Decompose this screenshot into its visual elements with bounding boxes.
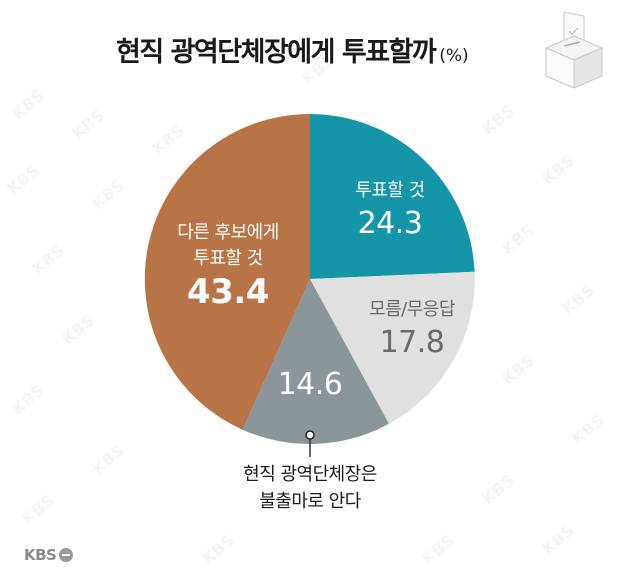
callout-incumbent: 현직 광역단체장은 불출마로 안다 [218, 461, 402, 515]
label-other-candidate: 다른 후보에게 투표할 것 43.4 [160, 220, 296, 312]
chart-title: 현직 광역단체장에게 투표할까 (%) [116, 30, 469, 69]
label-other-name-line1: 다른 후보에게 [177, 222, 279, 243]
slice-vote [310, 114, 475, 279]
slice-dont-know [310, 271, 475, 424]
label-incumbent-value: 14.6 [277, 367, 343, 402]
label-dk-name: 모름/무응답 [369, 299, 455, 320]
label-other-name-line2: 투표할 것 [193, 248, 263, 269]
callout-line2: 불출마로 안다 [259, 491, 361, 512]
label-vote: 투표할 것 24.3 [330, 178, 450, 244]
slice-other-candidate [144, 113, 310, 430]
title-unit: (%) [439, 46, 469, 66]
label-other-value: 43.4 [187, 272, 269, 312]
kbs-logo: KBS [24, 546, 74, 564]
label-incumbent: 14.6 [270, 365, 350, 405]
title-text: 현직 광역단체장에게 투표할까 [116, 37, 437, 68]
label-vote-name: 투표할 것 [355, 180, 425, 201]
kbs-logo-mark-icon [59, 548, 74, 562]
label-vote-value: 24.3 [357, 206, 423, 241]
callout-dot [305, 430, 315, 440]
label-dont-know: 모름/무응답 17.8 [352, 297, 472, 363]
label-dk-value: 17.8 [379, 325, 445, 360]
slice-incumbent-not-running [242, 279, 389, 445]
kbs-logo-text: KBS [24, 546, 57, 564]
ballot-box-icon [544, 11, 604, 89]
callout-line1: 현직 광역단체장은 [243, 464, 377, 485]
